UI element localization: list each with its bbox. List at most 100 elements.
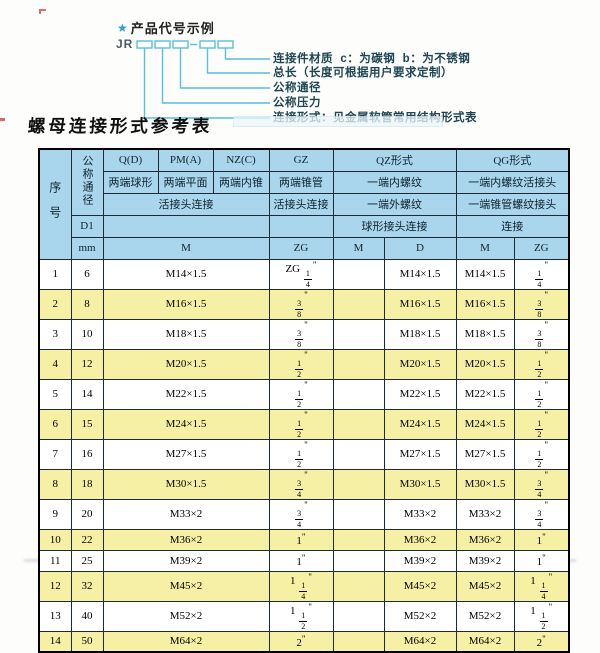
cell-m: M16×1.5 [102,288,270,320]
cell-qz_d: M45×2 [383,570,457,602]
code-box [136,40,153,49]
cell-zg: 3 8 " [268,288,334,320]
cell-seq: 1 [38,258,72,290]
cell-dn: 40 [70,600,104,632]
header-dn: 公称通径 [70,148,104,216]
inch-mark: " [544,289,549,300]
cell-dn: 32 [70,570,104,602]
table-row: 11 25 M39×2 1" M39×2 M39×2 1" [38,549,570,572]
cell-qg_m: M39×2 [455,549,515,572]
table-row: 7 16 M27×1.5 1 2 " M27×1.5 M27×1.5 1 2 " [38,438,570,470]
cell-qg_zg: 1 2 " [513,438,570,470]
cell-qg_m: M36×2 [455,528,515,551]
inch-mark: " [301,553,306,563]
code-prefix: JR [116,37,134,51]
red-corner-mark [39,9,46,14]
inch-mark: " [304,439,308,450]
cell-m: M30×1.5 [102,468,270,500]
table-header: 序号 公称通径 Q(D) PM(A) NZ(C) GZ QZ形式 QG形式 两端… [38,148,570,260]
cell-m: M36×2 [102,528,270,551]
cell-qz_m [332,570,385,602]
cell-qg_zg: 1 2 " [513,348,570,380]
inch-mark: " [544,499,549,510]
cell-seq: 11 [38,549,72,572]
header-d1: D1 [70,214,104,238]
diagram-heading: ★ 产品代号示例 [117,18,215,37]
cell-qg_zg: 1 4 " [513,258,570,290]
cell-qg_zg: 3 8 " [513,288,570,320]
cell-qz_m [332,348,385,380]
header-qg: QG形式 [455,148,570,172]
inch-mark: " [542,633,546,644]
cell-m: M52×2 [102,600,270,632]
cell-qz_d: M20×1.5 [383,348,457,380]
inch-mark: " [304,469,308,480]
cell-qg_m: M52×2 [455,600,515,632]
cell-dn: 16 [70,438,104,470]
table-row: 13 40 M52×2 1 1 2 " M52×2 M52×2 1 1 2 " [38,600,570,632]
cell-qz_m [332,468,385,500]
cell-m: M27×1.5 [102,438,270,470]
header-qd-desc: 两端球形 [102,170,159,194]
cell-qg_zg: 1 1 4 " [513,570,570,602]
inch-mark: " [308,601,312,612]
cell-qg_m: M24×1.5 [455,408,515,440]
cell-m: M33×2 [102,498,270,530]
cell-qz_d: M27×1.5 [383,438,457,470]
header-union-left: 活接头连接 [102,192,270,216]
cell-dn: 14 [70,378,104,410]
cell-qg_m: M18×1.5 [455,318,515,350]
inch-mark: " [304,289,308,300]
cell-qg_zg: 1 2 " [513,408,570,440]
callout-line [143,48,270,119]
diagram-label: 连接件材质 c：为碳钢 b：为不锈钢 [273,53,471,65]
diagram-label: 公称通径 [273,82,321,94]
callout-line [179,48,270,89]
cell-qz_m [332,528,385,551]
cell-seq: 13 [38,600,72,632]
cell-zg: 3 8 " [268,318,334,350]
cell-dn: 8 [70,288,104,320]
code-box [217,40,234,49]
inch-mark: " [301,633,306,644]
header-m: M [102,236,270,260]
cell-qz_d: M33×2 [383,498,457,530]
cell-m: M18×1.5 [102,318,270,350]
code-fanout-diagram [136,40,270,119]
cell-dn: 20 [70,498,104,530]
header-qz-m: M [332,236,385,260]
cell-zg: 1 1 4 " [268,570,334,602]
callout-line [161,48,270,104]
table-row: 4 12 M20×1.5 1 2 " M20×1.5 M20×1.5 1 2 " [38,348,570,380]
cell-zg: ZG 1 4 " [268,258,334,290]
inch-mark: " [542,532,546,542]
cell-qg_m: M33×2 [455,498,515,530]
table-row: 2 8 M16×1.5 3 8 " M16×1.5 M16×1.5 3 8 " [38,288,570,320]
inch-mark: " [304,319,308,330]
inch-mark: " [544,259,549,270]
inch-mark: " [544,319,549,330]
cell-qz_d: M24×1.5 [383,408,457,440]
header-nzc-desc: 两端内锥 [212,170,270,194]
cell-qz_m [332,438,385,470]
cell-qg_m: M30×1.5 [455,468,515,500]
cell-qg_zg: 1" [513,549,570,572]
cell-qz_d: M52×2 [383,600,457,632]
header-qz: QZ形式 [332,148,457,172]
